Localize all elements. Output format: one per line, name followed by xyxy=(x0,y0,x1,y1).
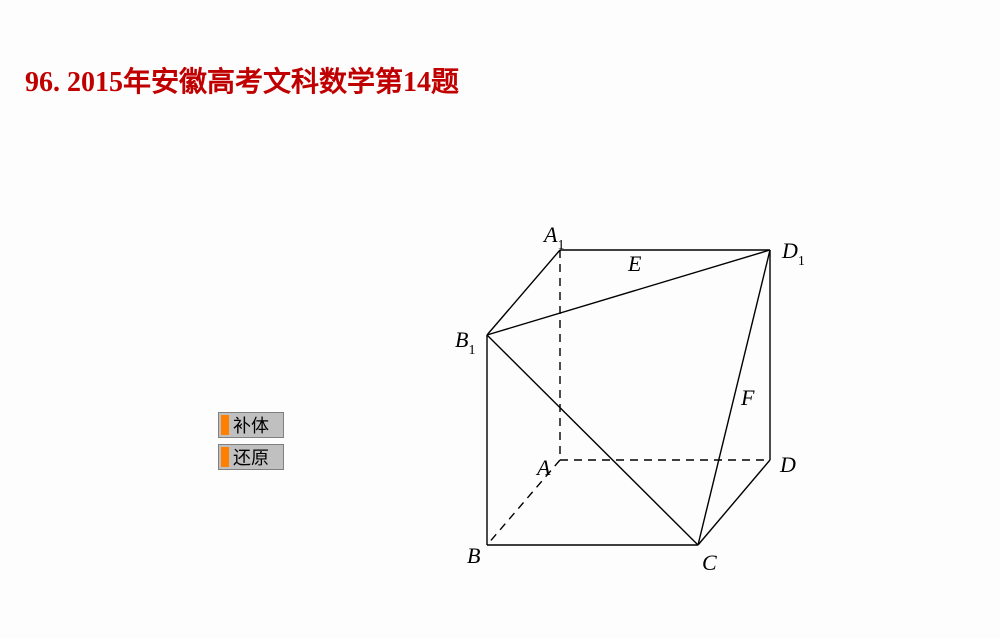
button-accent-bar xyxy=(221,447,229,467)
edge-B1-C xyxy=(487,335,698,545)
supplement-button[interactable]: 补体 xyxy=(218,412,284,438)
page-title: 96. 2015年安徽高考文科数学第14题 xyxy=(25,60,459,100)
restore-button-label: 还原 xyxy=(233,444,269,470)
restore-button[interactable]: 还原 xyxy=(218,444,284,470)
vertex-label-D: D xyxy=(780,452,796,478)
edge-D1-C xyxy=(698,250,770,545)
vertex-label-E: E xyxy=(628,251,641,277)
vertex-label-F: F xyxy=(741,385,754,411)
geometry-figure: A B C D A1 B1 D1 E F xyxy=(430,210,850,610)
vertex-label-B1: B1 xyxy=(455,327,475,357)
edge-A1-B1 xyxy=(487,250,560,335)
vertex-label-A1: A1 xyxy=(544,222,564,252)
supplement-button-label: 补体 xyxy=(233,412,269,438)
button-accent-bar xyxy=(221,415,229,435)
vertex-label-B: B xyxy=(467,543,480,569)
vertex-label-D1: D1 xyxy=(782,238,805,268)
vertex-label-C: C xyxy=(702,550,717,576)
vertex-label-A: A xyxy=(537,455,550,481)
